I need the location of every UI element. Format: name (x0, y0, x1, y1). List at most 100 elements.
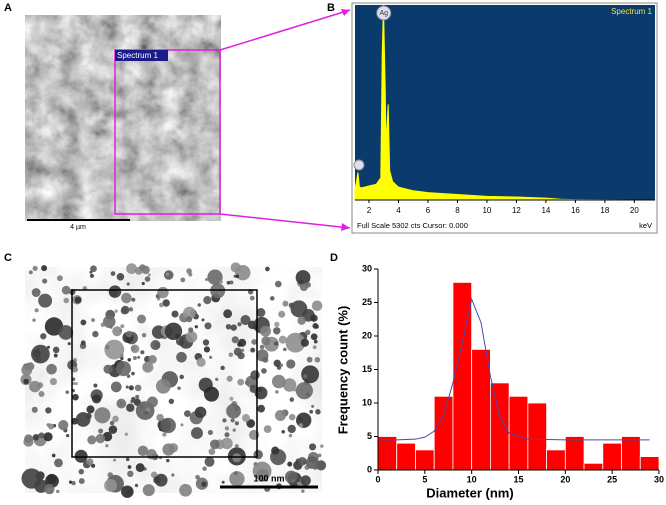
particle (261, 368, 267, 374)
x-tick-label: 15 (513, 474, 523, 484)
particle (283, 347, 287, 352)
particle (31, 406, 38, 413)
particle (185, 331, 198, 343)
particle (215, 377, 219, 381)
particle (114, 309, 118, 313)
particle (162, 432, 167, 437)
particle (164, 322, 183, 341)
particle (210, 283, 226, 299)
particle (207, 429, 213, 436)
y-tick-label: 20 (362, 330, 372, 340)
particle (165, 272, 170, 276)
particle (249, 295, 255, 301)
particle (108, 425, 118, 434)
particle (128, 307, 134, 312)
particle (289, 397, 295, 402)
particle (204, 456, 215, 467)
particle (80, 319, 87, 326)
y-tick-label: 25 (362, 297, 372, 307)
x-tick-label: 30 (654, 474, 664, 484)
panel-label: D (330, 252, 338, 264)
particle (194, 325, 198, 329)
particle (126, 282, 130, 286)
particle (232, 453, 242, 463)
particle (156, 413, 164, 422)
particle (274, 280, 282, 288)
particle (262, 356, 269, 363)
fit-curve (378, 297, 650, 441)
particle (139, 404, 144, 409)
bar (471, 348, 491, 471)
particle (31, 288, 41, 297)
panel-label: C (4, 252, 12, 264)
particle (135, 394, 140, 399)
particle (127, 357, 132, 362)
particle (109, 420, 115, 426)
particle (282, 378, 297, 392)
x-tick-label: 6 (426, 206, 431, 215)
particle (179, 483, 192, 497)
particle (44, 483, 55, 495)
particle (127, 465, 132, 469)
y-tick-label: 10 (362, 397, 372, 407)
particle (100, 322, 106, 327)
y-tick-label: 0 (367, 464, 372, 474)
particle (87, 435, 97, 445)
particle (78, 478, 85, 485)
particle (295, 270, 311, 285)
particle (49, 377, 57, 386)
particle (135, 463, 145, 473)
particle (186, 268, 192, 274)
particle (21, 364, 33, 376)
particle (191, 427, 203, 440)
particle (38, 390, 45, 398)
particle (58, 325, 74, 340)
particle (171, 473, 175, 477)
x-tick-label: 25 (607, 474, 617, 484)
x-tick-label: 18 (600, 206, 609, 215)
particle (86, 458, 94, 466)
particle (287, 461, 293, 467)
particle (157, 286, 169, 299)
particle (310, 314, 318, 322)
particle (144, 276, 151, 282)
particle (226, 403, 241, 419)
particle (72, 393, 79, 401)
particle (91, 394, 102, 404)
particle (147, 273, 151, 277)
particle (137, 445, 149, 456)
particle (224, 426, 229, 431)
particle (120, 354, 124, 358)
particle (263, 425, 272, 433)
particle (130, 345, 136, 351)
bar (639, 456, 660, 471)
particle (56, 489, 60, 494)
particle (146, 396, 158, 408)
particle (292, 388, 297, 392)
particle (229, 396, 234, 401)
particle (238, 338, 247, 347)
arrow-head (341, 223, 350, 231)
particle (48, 423, 55, 430)
particle (176, 351, 187, 363)
particle (278, 335, 287, 344)
particle (68, 480, 73, 484)
particle (141, 281, 145, 286)
particle (46, 473, 57, 485)
particle (317, 453, 322, 458)
particle (85, 412, 92, 420)
x-tick-label: 8 (455, 206, 460, 215)
x-tick-label: 20 (560, 474, 570, 484)
particle (252, 461, 272, 481)
particle (61, 285, 71, 295)
particle (38, 293, 53, 308)
particle (271, 374, 286, 389)
particle (156, 297, 161, 301)
particle (254, 386, 268, 400)
particle (315, 409, 321, 415)
particle (110, 271, 116, 276)
particle (155, 378, 171, 394)
particle (112, 326, 123, 337)
particle (250, 347, 256, 353)
particle (229, 471, 245, 487)
